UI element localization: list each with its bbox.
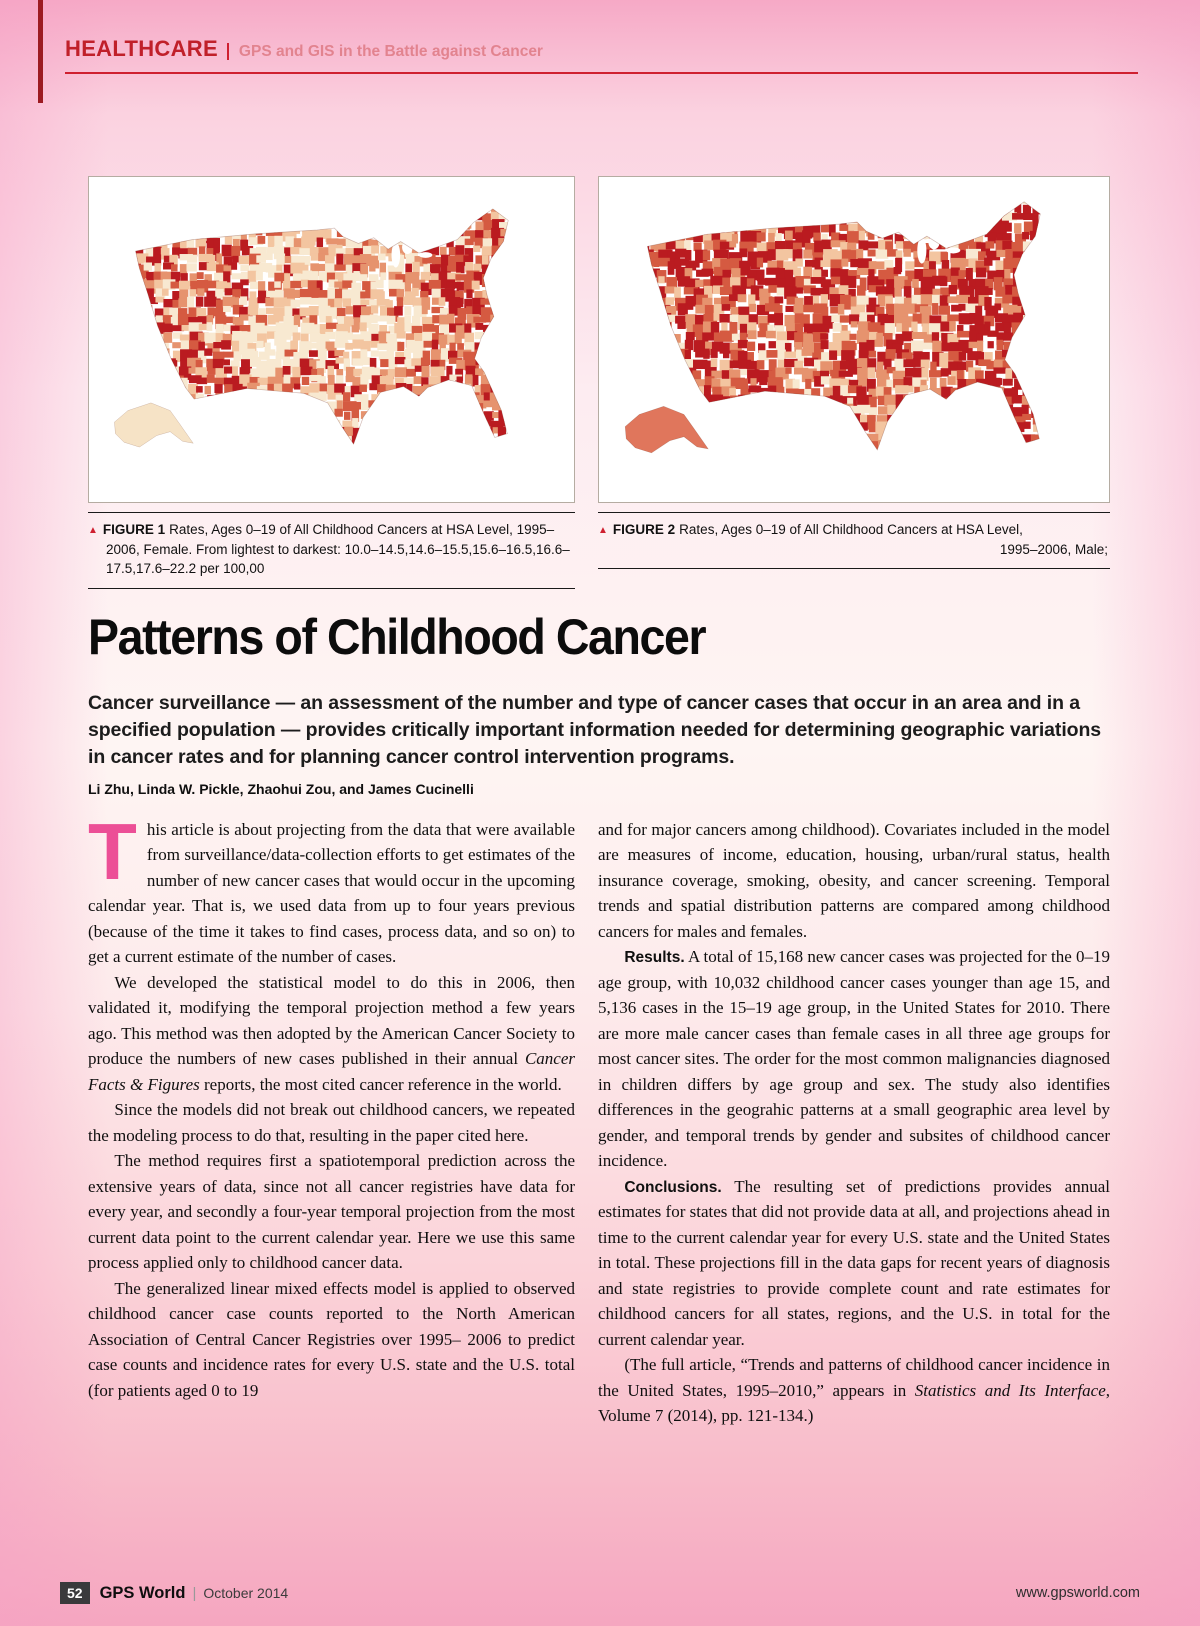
article-title: Patterns of Childhood Cancer <box>88 609 707 665</box>
article-deck: Cancer surveillance — an assessment of t… <box>88 692 1102 768</box>
footer-divider: | <box>192 1584 197 1602</box>
page-number: 52 <box>60 1582 90 1604</box>
body-paragraph: The method requires first a spatiotempor… <box>88 1151 575 1273</box>
body-paragraph: The generalized linear mixed effects mod… <box>88 1278 575 1400</box>
figure-1-caption: ▲ FIGURE 1 Rates, Ages 0–19 of All Childho… <box>88 512 575 589</box>
footer-left: 52 GPS World | October 2014 <box>60 1582 288 1604</box>
page-header: HEALTHCARE GPS and GIS in the Battle agai… <box>65 36 1138 74</box>
drop-cap: T <box>88 806 137 896</box>
us-choropleth-map-male <box>624 201 1041 454</box>
section-tagline: GPS and GIS in the Battle against Cancer <box>226 43 543 60</box>
figures-row: ▲ FIGURE 1 Rates, Ages 0–19 of All Childho… <box>88 176 1110 589</box>
body-paragraph: Results. A total of 15,168 new cancer ca… <box>598 947 1110 1171</box>
body-paragraph: (The full article, “Trends and patterns … <box>598 1355 1110 1426</box>
corner-accent-bar <box>38 0 43 103</box>
figure-1-label: FIGURE 1 <box>102 522 166 537</box>
figure-marker-icon: ▲ <box>598 525 608 536</box>
article: Patterns of Childhood Cancer Cancer surv… <box>88 608 1110 1429</box>
figure-1: ▲ FIGURE 1 Rates, Ages 0–19 of All Childho… <box>88 176 575 589</box>
body-paragraph: We developed the statistical model to do… <box>88 972 575 1094</box>
figure-2: ▲ FIGURE 2 Rates, Ages 0–19 of All Childho… <box>598 176 1110 589</box>
us-mainland-outline <box>135 208 509 445</box>
us-mainland-outline <box>647 201 1041 451</box>
article-byline: Li Zhu, Linda W. Pickle, Zhaohui Zou, an… <box>88 780 474 797</box>
alaska-shape <box>114 402 194 448</box>
figure-2-caption-tail: 1995–2006, Male; <box>999 541 1108 557</box>
publication-name: GPS World <box>99 1583 186 1602</box>
figure-2-caption: ▲ FIGURE 2 Rates, Ages 0–19 of All Childho… <box>598 512 1110 570</box>
body-paragraph: Since the models did not break out child… <box>88 1100 575 1145</box>
alaska-shape <box>624 406 709 454</box>
figure-1-caption-text: Rates, Ages 0–19 of All Childhood Cancer… <box>106 522 570 577</box>
website-url: www.gpsworld.com <box>1015 1585 1140 1601</box>
issue-date: October 2014 <box>203 1585 289 1601</box>
figure-2-caption-text: Rates, Ages 0–19 of All Childhood Cancer… <box>679 522 1023 537</box>
figure-marker-icon: ▲ <box>88 525 98 536</box>
body-column-right: and for major cancers among childhood). … <box>598 817 1110 1429</box>
figure-2-label: FIGURE 2 <box>612 522 676 537</box>
page-footer: 52 GPS World | October 2014 www.gpsworld… <box>60 1582 1140 1604</box>
figure-2-map-frame <box>598 176 1110 503</box>
body-paragraph: and for major cancers among childhood). … <box>598 819 1110 941</box>
us-choropleth-map-female <box>114 208 509 448</box>
figure-1-map-frame <box>88 176 575 503</box>
body-paragraph: Conclusions. The resulting set of predic… <box>598 1176 1110 1349</box>
section-title: HEALTHCARE <box>65 36 218 61</box>
